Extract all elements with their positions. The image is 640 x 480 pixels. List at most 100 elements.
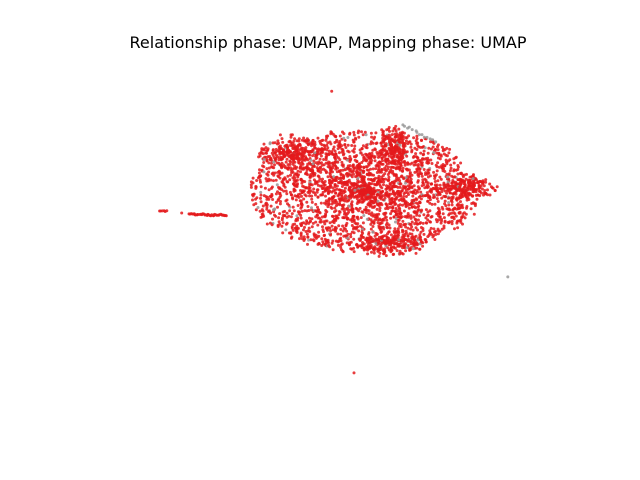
scatter-point [454,190,458,194]
scatter-point [289,215,293,219]
scatter-point [278,212,282,216]
scatter-point [360,130,363,134]
scatter-point [394,167,398,171]
scatter-point [322,167,325,171]
scatter-point [406,212,410,215]
scatter-point [480,187,484,191]
scatter-point [399,198,403,201]
scatter-point [292,174,296,178]
scatter-point [322,158,326,161]
scatter-point [261,213,265,216]
scatter-point [390,249,393,253]
scatter-point [306,150,310,154]
scatter-point [399,211,403,215]
scatter-point [461,212,465,216]
scatter-point [395,241,399,245]
scatter-point [297,173,300,177]
scatter-point [426,151,430,155]
scatter-point [360,195,364,199]
scatter-point [281,231,285,235]
scatter-point [436,200,440,203]
scatter-point [330,161,334,165]
scatter-point [422,152,426,156]
scatter-point [292,209,296,213]
scatter-point [338,134,342,138]
scatter-point [341,229,345,233]
scatter-point [366,243,370,247]
scatter-point [310,200,314,204]
scatter-point [274,147,278,151]
scatter-point [397,242,401,246]
scatter-point [453,227,456,231]
scatter-point [459,200,462,204]
scatter-point [432,174,436,178]
scatter-point [265,197,269,201]
scatter-point [376,192,379,196]
scatter-point [360,175,364,179]
scatter-point [458,219,462,223]
scatter-point [297,159,300,163]
scatter-point [319,154,323,158]
scatter-point [455,196,459,200]
scatter-point [304,139,308,143]
scatter-point [424,240,428,244]
scatter-point [436,148,440,152]
scatter-point [366,252,370,256]
scatter-point [387,175,391,179]
scatter-point [410,199,414,202]
scatter-point [399,222,403,226]
scatter-point [329,205,333,209]
scatter-point [330,190,334,194]
scatter-point [464,212,468,216]
scatter-point [417,133,421,137]
scatter-point [352,371,356,375]
scatter-point [346,232,350,236]
scatter-point [355,172,359,176]
scatter-point [296,169,300,173]
scatter-point [412,199,416,202]
scatter-point [365,153,369,157]
scatter-point [364,238,368,242]
scatter-point [262,165,266,169]
scatter-point [454,192,458,196]
scatter-point [397,133,401,137]
scatter-point [495,185,499,189]
scatter-point [364,190,368,194]
scatter-point [416,222,420,226]
scatter-point [365,172,369,176]
scatter-point [413,170,417,174]
scatter-point [393,197,397,201]
scatter-point [422,213,426,217]
scatter-point [332,145,336,149]
scatter-point [378,251,382,255]
scatter-point [423,186,427,190]
scatter-point [348,160,352,163]
scatter-point [376,161,380,165]
scatter-point [277,220,281,224]
scatter-point [356,217,360,221]
scatter-point [375,232,379,236]
scatter-point [394,213,398,216]
scatter-point [338,145,342,149]
scatter-point [489,185,493,189]
scatter-point [348,187,352,191]
scatter-point [377,181,381,185]
scatter-point [331,186,335,190]
scatter-point [402,223,406,227]
scatter-point [266,173,270,177]
scatter-point [348,132,352,136]
scatter-point [372,249,376,252]
scatter-point [302,136,306,140]
scatter-point [311,238,315,242]
scatter-point [417,187,421,191]
scatter-point [298,237,301,241]
scatter-point [352,215,356,218]
scatter-point [341,224,345,228]
scatter-point [399,175,403,179]
scatter-point [393,209,397,213]
scatter-point [306,167,310,171]
scatter-point [403,200,407,204]
scatter-point [276,174,280,178]
scatter-point [424,238,428,242]
scatter-point [357,180,361,184]
